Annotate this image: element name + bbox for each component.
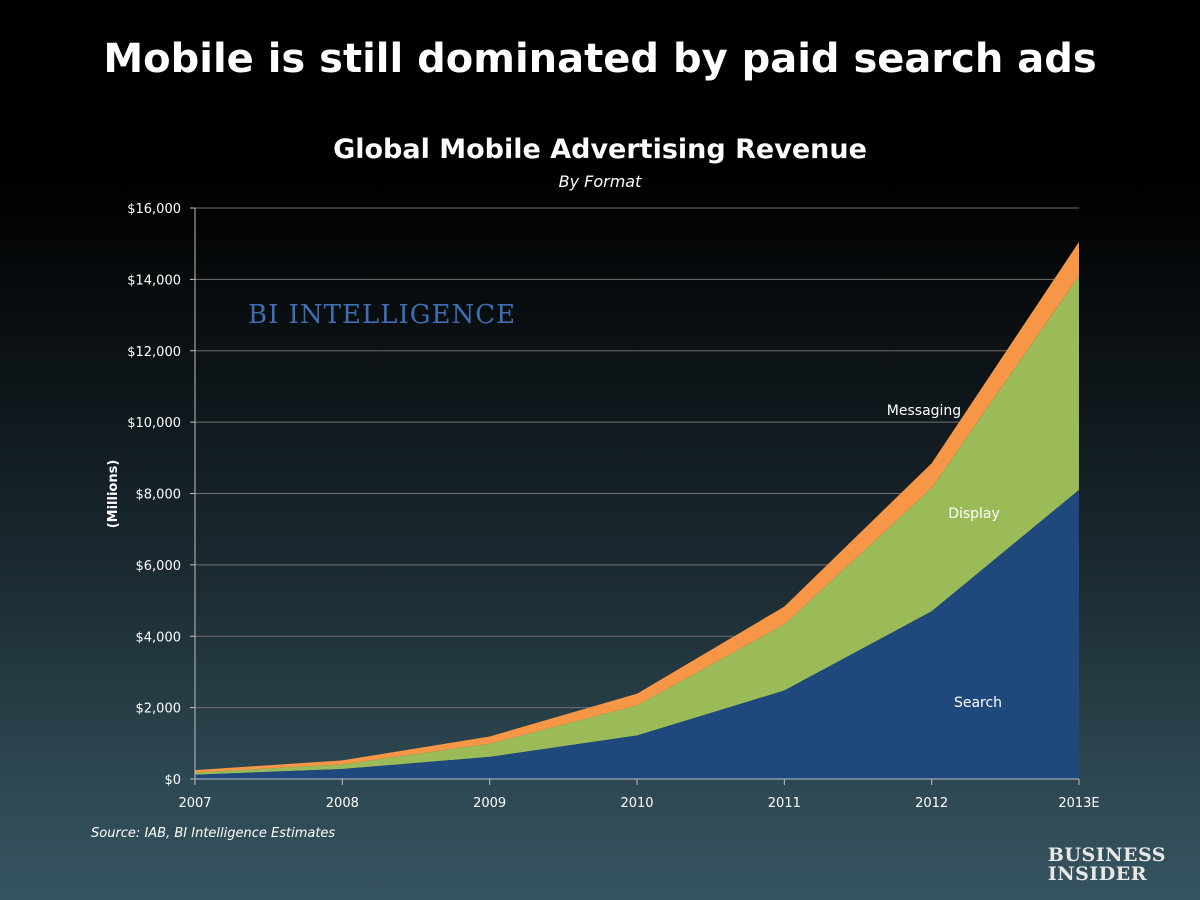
- series-label-search: Search: [954, 695, 1002, 711]
- y-tick-label: $2,000: [136, 702, 182, 717]
- source-note: Source: IAB, BI Intelligence Estimates: [91, 826, 336, 841]
- series-label-messaging: Messaging: [887, 403, 961, 419]
- x-tick-label: 2008: [326, 796, 359, 811]
- y-axis-label: (Millions): [106, 460, 121, 529]
- y-tick-label: $6,000: [136, 559, 182, 574]
- series-label-display: Display: [948, 506, 1000, 522]
- y-tick-label: $14,000: [127, 273, 181, 288]
- business-insider-logo: BUSINESS INSIDER: [1048, 846, 1166, 884]
- x-tick-label: 2012: [915, 796, 948, 811]
- y-tick-label: $8,000: [136, 488, 182, 503]
- y-tick-label: $4,000: [136, 630, 182, 645]
- x-tick-label: 2011: [768, 796, 801, 811]
- logo-line-2: INSIDER: [1047, 863, 1147, 885]
- y-tick-label: $0: [164, 773, 181, 788]
- bi-intelligence-watermark: BI INTELLIGENCE: [248, 300, 517, 330]
- x-tick-label: 2009: [473, 796, 506, 811]
- x-tick-label: 2013E: [1058, 796, 1099, 811]
- area-search: [195, 489, 1079, 779]
- y-tick-label: $12,000: [127, 345, 181, 360]
- slide-title: Mobile is still dominated by paid search…: [103, 36, 1097, 82]
- logo-line-1: BUSINESS: [1047, 844, 1166, 866]
- x-tick-label: 2010: [620, 796, 653, 811]
- x-tick-label: 2007: [178, 796, 211, 811]
- area-display: [195, 275, 1079, 775]
- chart-title: Global Mobile Advertising Revenue: [333, 134, 867, 165]
- area-messaging: [195, 241, 1079, 773]
- y-tick-label: $16,000: [127, 202, 181, 217]
- y-tick-label: $10,000: [127, 416, 181, 431]
- chart-subtitle: By Format: [558, 172, 642, 191]
